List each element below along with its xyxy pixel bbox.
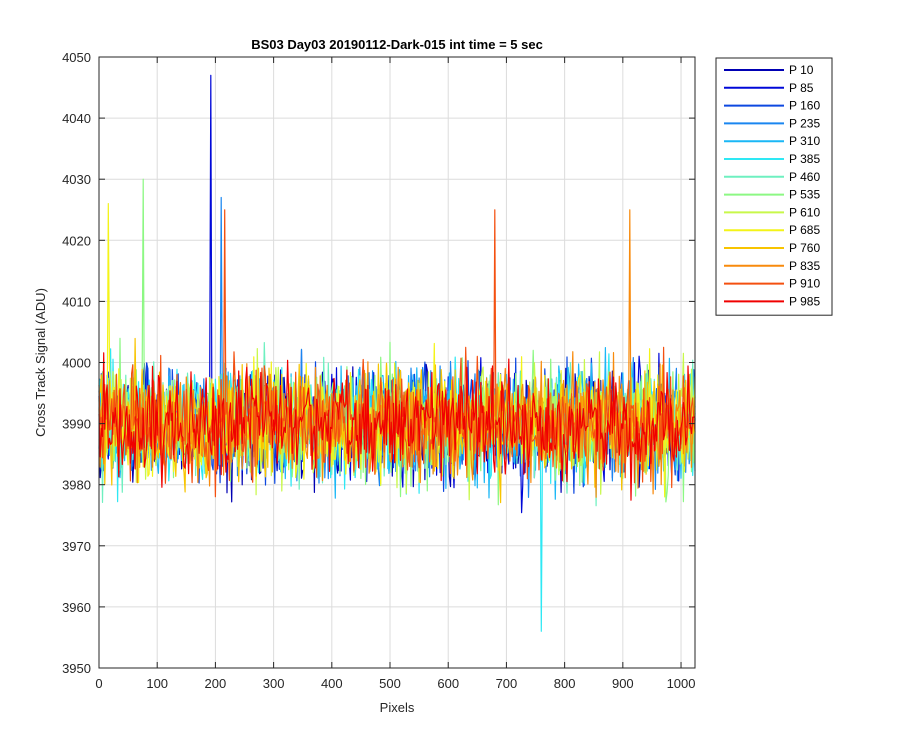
y-tick-label: 4020	[62, 233, 91, 248]
x-tick-label: 400	[321, 676, 343, 691]
x-tick-label: 500	[379, 676, 401, 691]
legend-box	[715, 57, 833, 316]
x-tick-label: 200	[205, 676, 227, 691]
y-tick-label: 3990	[62, 417, 91, 432]
y-tick-label: 4030	[62, 172, 91, 187]
legend-label: P 235	[789, 116, 820, 130]
x-tick-label: 100	[146, 676, 168, 691]
y-tick-label: 4010	[62, 294, 91, 309]
legend-label: P 760	[789, 241, 820, 255]
legend-label: P 85	[789, 81, 814, 95]
x-axis-title: Pixels	[380, 700, 415, 715]
x-tick-label: 900	[612, 676, 634, 691]
legend: P 10 P 85 P 160 P 235 P 310 P 385 P 460 P 535 P …	[715, 57, 833, 316]
x-tick-label: 1000	[667, 676, 696, 691]
legend-label: P 535	[789, 188, 820, 202]
legend-label: P 385	[789, 152, 820, 166]
y-tick-label: 4040	[62, 111, 91, 126]
x-tick-label: 700	[496, 676, 518, 691]
plot-lines	[98, 74, 696, 632]
legend-label: P 160	[789, 99, 820, 113]
legend-label: P 610	[789, 205, 820, 219]
y-tick-label: 3960	[62, 600, 91, 615]
x-tick-label: 800	[554, 676, 576, 691]
legend-label: P 685	[789, 223, 820, 237]
series-line	[98, 352, 696, 501]
legend-label: P 910	[789, 277, 820, 291]
y-tick-label: 4000	[62, 356, 91, 371]
axis-ticks: 0 100 200 300 400 500 600 700 800 900 1000 3950 3960…	[62, 50, 695, 691]
x-tick-label: 300	[263, 676, 285, 691]
y-tick-label: 3980	[62, 478, 91, 493]
chart-title: BS03 Day03 20190112-Dark-015 int time = …	[251, 37, 543, 52]
legend-label: P 460	[789, 170, 820, 184]
legend-label: P 835	[789, 259, 820, 273]
x-tick-label: 600	[437, 676, 459, 691]
y-tick-label: 3950	[62, 661, 91, 676]
series-line	[98, 209, 696, 498]
x-tick-label: 0	[95, 676, 102, 691]
legend-label: P 310	[789, 134, 820, 148]
legend-label: P 10	[789, 63, 814, 77]
y-tick-label: 4050	[62, 50, 91, 65]
legend-label: P 985	[789, 294, 820, 308]
y-tick-label: 3970	[62, 539, 91, 554]
y-axis-title: Cross Track Signal (ADU)	[33, 288, 48, 437]
